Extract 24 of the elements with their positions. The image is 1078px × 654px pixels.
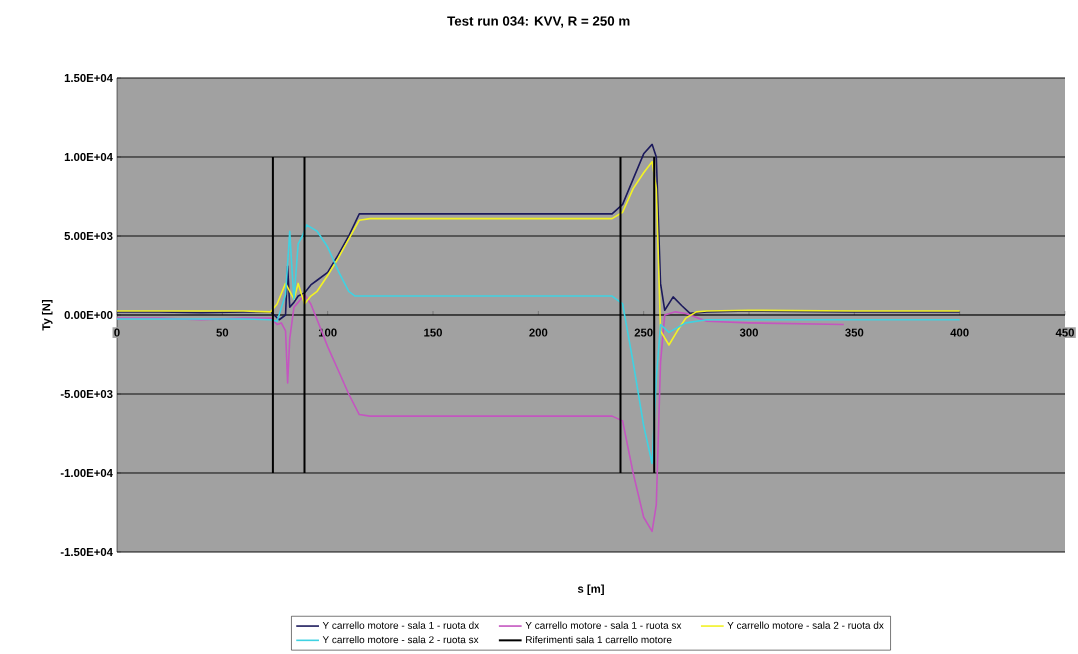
x-tick-label: 300: [739, 328, 758, 337]
y-tick-label: 5.00E+03: [64, 231, 113, 241]
x-tick-label: 150: [424, 328, 442, 337]
legend-label: Y carrello motore - sala 2 - ruota dx: [727, 621, 884, 629]
y-tick-label: -5.00E+03: [60, 389, 113, 399]
y-axis-title: Ty [N]: [41, 300, 53, 331]
x-axis-title: s [m]: [577, 584, 604, 596]
x-tick-label: 350: [845, 328, 864, 337]
legend-label: Y carrello motore - sala 1 - ruota sx: [525, 621, 682, 629]
y-tick-label: 1.50E+04: [64, 73, 113, 82]
legend-label: Y carrello motore - sala 2 - ruota sx: [322, 635, 479, 644]
x-tick-label: 0: [114, 328, 120, 337]
y-tick-label: 1.00E+04: [64, 153, 113, 161]
y-tick-label: 0.00E+00: [64, 311, 113, 320]
x-tick-label: 200: [529, 328, 548, 337]
chart-title: Test run 034: KVV, R = 250 m: [447, 16, 630, 28]
x-tick-label: 250: [634, 328, 653, 337]
legend-label: Y carrello motore - sala 1 - ruota dx: [322, 621, 480, 629]
x-tick-label: 450: [1055, 328, 1074, 337]
x-tick-label: 400: [950, 328, 969, 337]
y-tick-label: -1.00E+04: [60, 469, 113, 478]
legend-label: Riferimenti sala 1 carrello motore: [526, 635, 672, 644]
y-tick-label: -1.50E+04: [60, 548, 113, 557]
x-tick-label: 50: [216, 328, 229, 337]
